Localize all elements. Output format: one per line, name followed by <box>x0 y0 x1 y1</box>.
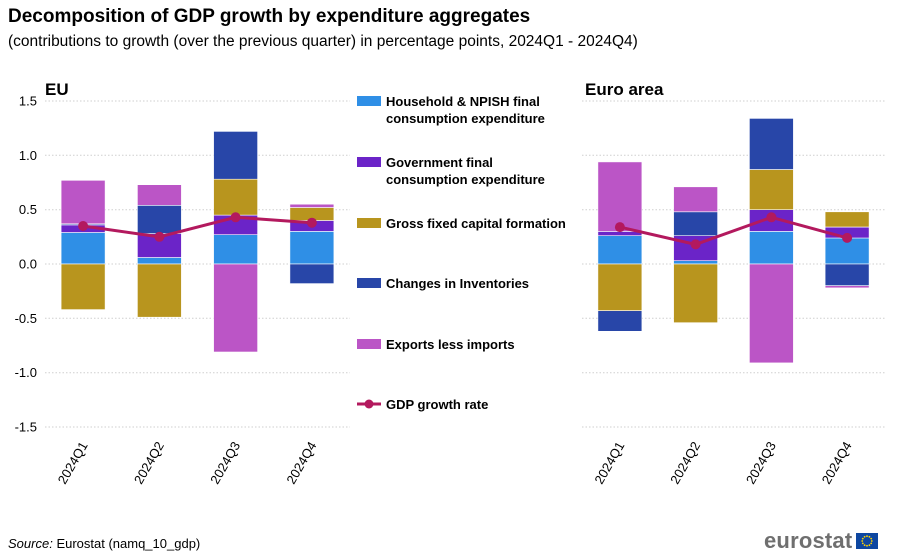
legend-swatch <box>357 339 381 349</box>
legend-label: Household & NPISH final <box>386 94 540 109</box>
bar-segment <box>749 231 794 265</box>
legend-swatch <box>357 96 381 106</box>
gdp-point <box>78 221 89 231</box>
bar-segment <box>824 263 870 287</box>
bar-segment <box>213 178 258 216</box>
y-tick-label: 1.0 <box>19 148 37 163</box>
legend-marker <box>364 399 374 409</box>
bar-segment <box>213 263 258 353</box>
source-note: Source: Eurostat (namq_10_gdp) <box>8 536 200 551</box>
legend-label: consumption expenditure <box>386 111 545 126</box>
legend-swatch <box>357 218 381 228</box>
eu-flag-icon <box>856 533 879 549</box>
x-tick-label: 2024Q2 <box>131 439 167 487</box>
gdp-line <box>82 215 313 239</box>
gdp-point <box>766 212 777 223</box>
panel-title-1: Euro area <box>585 80 664 99</box>
chart-subtitle: (contributions to growth (over the previ… <box>8 33 638 50</box>
bar-segment <box>597 310 643 332</box>
logo-text: eurostat <box>764 528 853 553</box>
legend-swatch <box>357 157 381 167</box>
legend-label: Changes in Inventories <box>386 276 529 291</box>
bar-segment <box>60 263 106 310</box>
x-tick-label: 2024Q1 <box>591 439 627 487</box>
gdp-line <box>619 215 848 246</box>
x-tick-label: 2024Q2 <box>667 439 703 487</box>
y-tick-label: 0.5 <box>19 202 37 217</box>
y-tick-label: -1.0 <box>15 365 37 380</box>
legend-swatch <box>357 278 381 288</box>
bar-segment <box>749 263 794 364</box>
bar-segment <box>60 180 106 225</box>
bar-segment <box>137 257 182 265</box>
bar-segment <box>749 169 794 211</box>
bar-segment <box>137 205 182 234</box>
bar-segment <box>289 263 335 284</box>
legend-label: consumption expenditure <box>386 172 545 187</box>
bar-segment <box>597 235 643 265</box>
bar-segment <box>824 285 870 289</box>
bar-segment <box>213 234 258 265</box>
gdp-point <box>842 232 853 243</box>
bar-segment <box>749 118 794 170</box>
y-tick-label: -0.5 <box>15 311 37 326</box>
x-tick-label: 2024Q3 <box>207 439 243 487</box>
x-tick-label: 2024Q4 <box>283 439 319 487</box>
x-tick-label: 2024Q4 <box>819 439 855 487</box>
panel-title-0: EU <box>45 80 69 99</box>
bar-segment <box>673 263 718 324</box>
y-tick-label: 0.0 <box>19 257 37 272</box>
source-text: Eurostat (namq_10_gdp) <box>56 536 201 551</box>
bar-segment <box>824 211 870 228</box>
gdp-point <box>614 222 625 233</box>
bar-segment <box>597 263 643 312</box>
bar-segment <box>137 263 182 318</box>
bar-segment <box>289 231 335 265</box>
legend-label: Gross fixed capital formation <box>386 216 566 231</box>
bar-segment <box>137 184 182 206</box>
x-tick-label: 2024Q3 <box>743 439 779 487</box>
legend-label: GDP growth rate <box>386 397 488 412</box>
y-tick-label: -1.5 <box>15 420 37 435</box>
y-tick-label: 1.5 <box>19 94 37 109</box>
source-label: Source: <box>8 536 53 551</box>
bar-segment <box>673 186 718 213</box>
bar-segment <box>673 211 718 237</box>
bar-segment <box>597 161 643 232</box>
x-tick-label: 2024Q1 <box>55 439 91 487</box>
gdp-point <box>690 239 701 250</box>
bar-segment <box>60 232 106 265</box>
legend-label: Government final <box>386 155 493 170</box>
gdp-point <box>230 212 241 223</box>
eurostat-logo: eurostat <box>764 528 879 554</box>
bar-segment <box>213 131 258 180</box>
gdp-point <box>154 231 165 242</box>
gdp-point <box>306 217 317 228</box>
bar-segment <box>673 260 718 265</box>
legend-label: Exports less imports <box>386 337 515 352</box>
chart-title: Decomposition of GDP growth by expenditu… <box>8 6 531 27</box>
bar-segment <box>289 203 335 208</box>
